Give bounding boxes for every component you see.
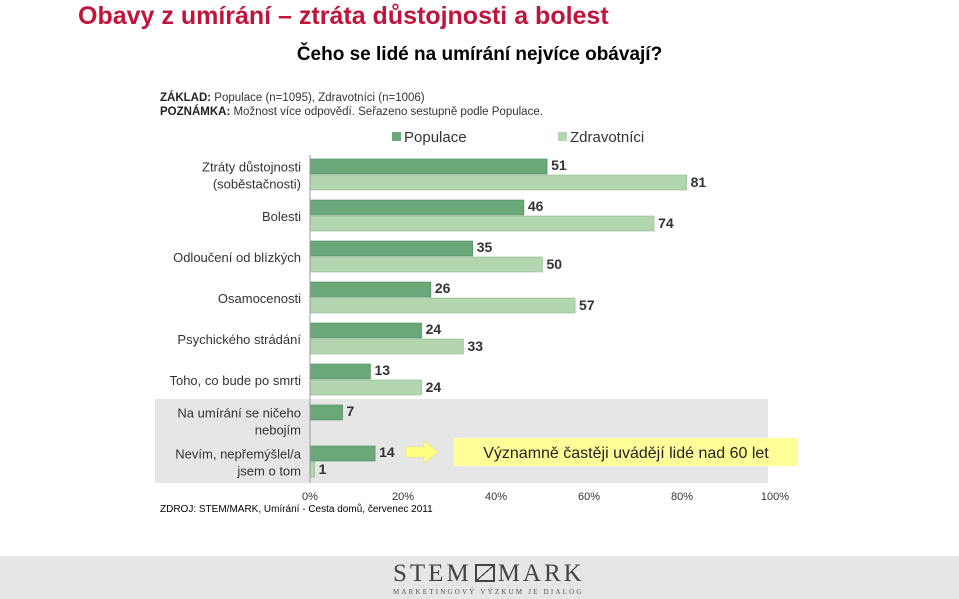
bar-populace [309, 281, 432, 298]
basis-line: ZÁKLAD: Populace (n=1095), Zdravotníci (… [160, 92, 425, 104]
bar-populace [309, 199, 525, 216]
legend-label-zdravotnici: Zdravotníci [570, 129, 644, 146]
category-label: Odloučení od blízkých [173, 250, 301, 265]
data-label-populace: 46 [528, 198, 544, 214]
x-tick-label: 80% [671, 491, 693, 503]
category-label: Toho, co bude po smrti [169, 373, 301, 388]
chart-subtitle: Čeho se lidé na umírání nejvíce obávají? [296, 44, 663, 65]
category-label: jsem o tom [236, 464, 301, 479]
callout-arrow-icon [405, 440, 439, 464]
x-tick-label: 20% [392, 491, 414, 503]
data-label-zdravotnici: 24 [426, 379, 442, 395]
data-label-populace: 26 [435, 280, 451, 296]
bar-populace [309, 158, 548, 175]
category-label: Osamocenosti [218, 291, 301, 306]
data-label-populace: 51 [551, 157, 567, 173]
stem-mark-logo: STEM MARK MARKETINGOVÝ VÝZKUM JE DIALOG [393, 561, 584, 597]
bar-populace [309, 404, 343, 421]
bar-populace [309, 363, 371, 380]
logo-text-right: MARK [497, 560, 585, 587]
category-label: Nevím, nepřemýšlel/a [175, 447, 301, 462]
logo-wordmark: STEM MARK [393, 561, 583, 587]
bar-zdravotnici [309, 338, 464, 355]
callout-box [454, 438, 798, 466]
data-label-populace: 13 [374, 362, 390, 378]
data-label-populace: 14 [379, 444, 395, 460]
bar-zdravotnici [309, 379, 422, 396]
note-label: POZNÁMKA: [160, 106, 231, 118]
bar-populace [309, 322, 422, 339]
data-label-zdravotnici: 74 [658, 215, 674, 231]
source-note: ZDROJ: STEM/MARK, Umírání - Cesta domů, … [160, 504, 433, 515]
logo-tagline: MARKETINGOVÝ VÝZKUM JE DIALOG [393, 588, 584, 596]
page-title: Obavy z umírání – ztráta důstojnosti a b… [78, 2, 609, 30]
basis-text: Populace (n=1095), Zdravotníci (n=1006) [211, 92, 425, 104]
data-label-populace: 7 [347, 403, 355, 419]
note-line: POZNÁMKA: Možnost více odpovědí. Seřazen… [160, 106, 543, 118]
category-label: nebojím [255, 423, 301, 438]
x-tick-label: 60% [578, 491, 600, 503]
x-tick-label: 0% [302, 491, 318, 503]
data-label-zdravotnici: 50 [547, 256, 563, 272]
data-label-zdravotnici: 81 [691, 174, 707, 190]
bar-zdravotnici [309, 174, 687, 191]
bar-zdravotnici [309, 297, 576, 314]
bar-populace [309, 445, 376, 462]
note-text: Možnost více odpovědí. Seřazeno sestupně… [230, 106, 543, 118]
legend-swatch-zdravotnici [558, 132, 567, 141]
category-label: Na umírání se ničeho [177, 406, 301, 421]
bar-populace [309, 240, 474, 257]
data-label-populace: 35 [477, 239, 493, 255]
bar-zdravotnici [309, 215, 655, 232]
category-label: Ztráty důstojnosti [202, 160, 301, 175]
x-tick-label: 100% [761, 491, 789, 503]
category-label: Psychického strádání [177, 332, 301, 347]
category-label: (soběstačnosti) [213, 177, 301, 192]
logo-text-left: STEM [393, 560, 472, 587]
data-label-populace: 24 [426, 321, 442, 337]
x-tick-label: 40% [485, 491, 507, 503]
data-label-zdravotnici: 33 [467, 338, 483, 354]
legend-swatch-populace [392, 132, 401, 141]
legend-label-populace: Populace [404, 129, 467, 146]
logo-slash-icon [474, 564, 495, 582]
bar-zdravotnici [309, 461, 315, 478]
bar-zdravotnici [309, 256, 543, 273]
data-label-zdravotnici: 57 [579, 297, 595, 313]
callout-text: Významně častěji uvádějí lidé nad 60 let [483, 445, 769, 462]
basis-label: ZÁKLAD: [160, 92, 212, 104]
category-label: Bolesti [262, 209, 301, 224]
data-label-zdravotnici: 1 [319, 461, 327, 477]
